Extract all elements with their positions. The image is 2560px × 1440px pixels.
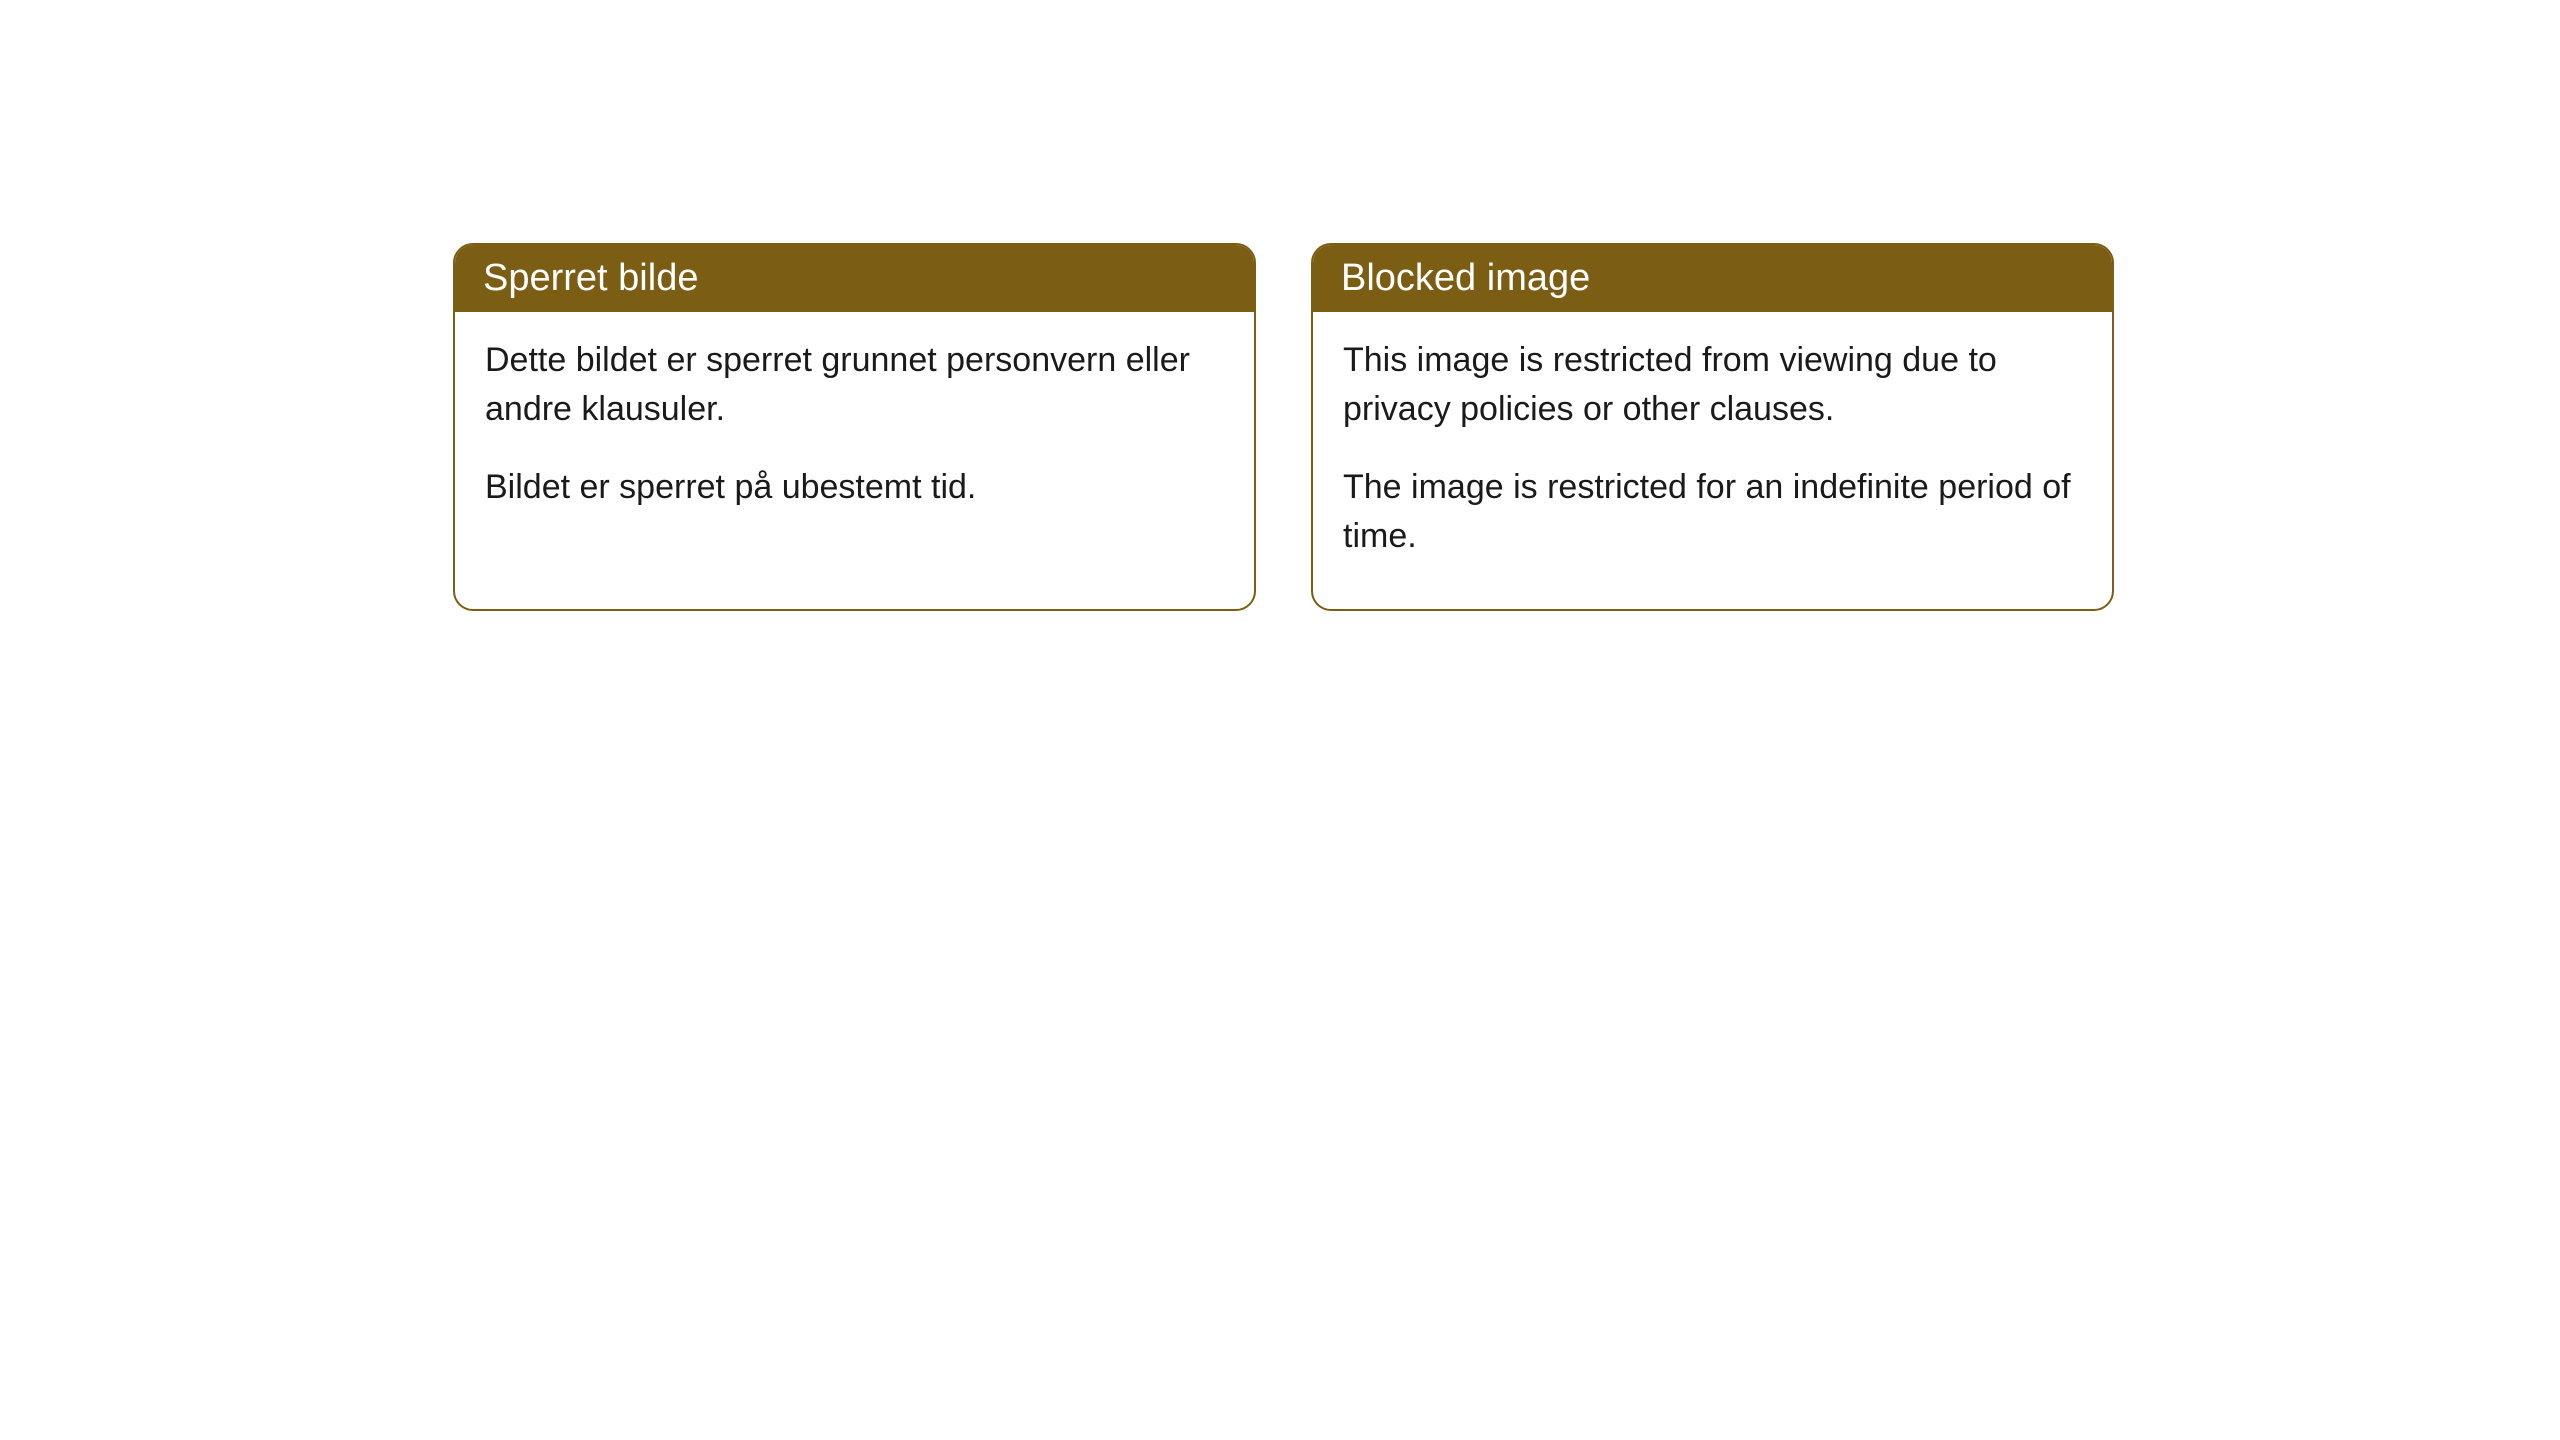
card-body: This image is restricted from viewing du… xyxy=(1313,312,2112,609)
notice-paragraph: Dette bildet er sperret grunnet personve… xyxy=(485,336,1224,435)
notice-card-english: Blocked image This image is restricted f… xyxy=(1311,243,2114,611)
card-body: Dette bildet er sperret grunnet personve… xyxy=(455,312,1254,560)
notice-paragraph: This image is restricted from viewing du… xyxy=(1343,336,2082,435)
notice-paragraph: Bildet er sperret på ubestemt tid. xyxy=(485,463,1224,512)
notice-card-norwegian: Sperret bilde Dette bildet er sperret gr… xyxy=(453,243,1256,611)
card-header: Sperret bilde xyxy=(455,245,1254,312)
notice-container: Sperret bilde Dette bildet er sperret gr… xyxy=(453,243,2114,611)
card-header: Blocked image xyxy=(1313,245,2112,312)
notice-paragraph: The image is restricted for an indefinit… xyxy=(1343,463,2082,562)
